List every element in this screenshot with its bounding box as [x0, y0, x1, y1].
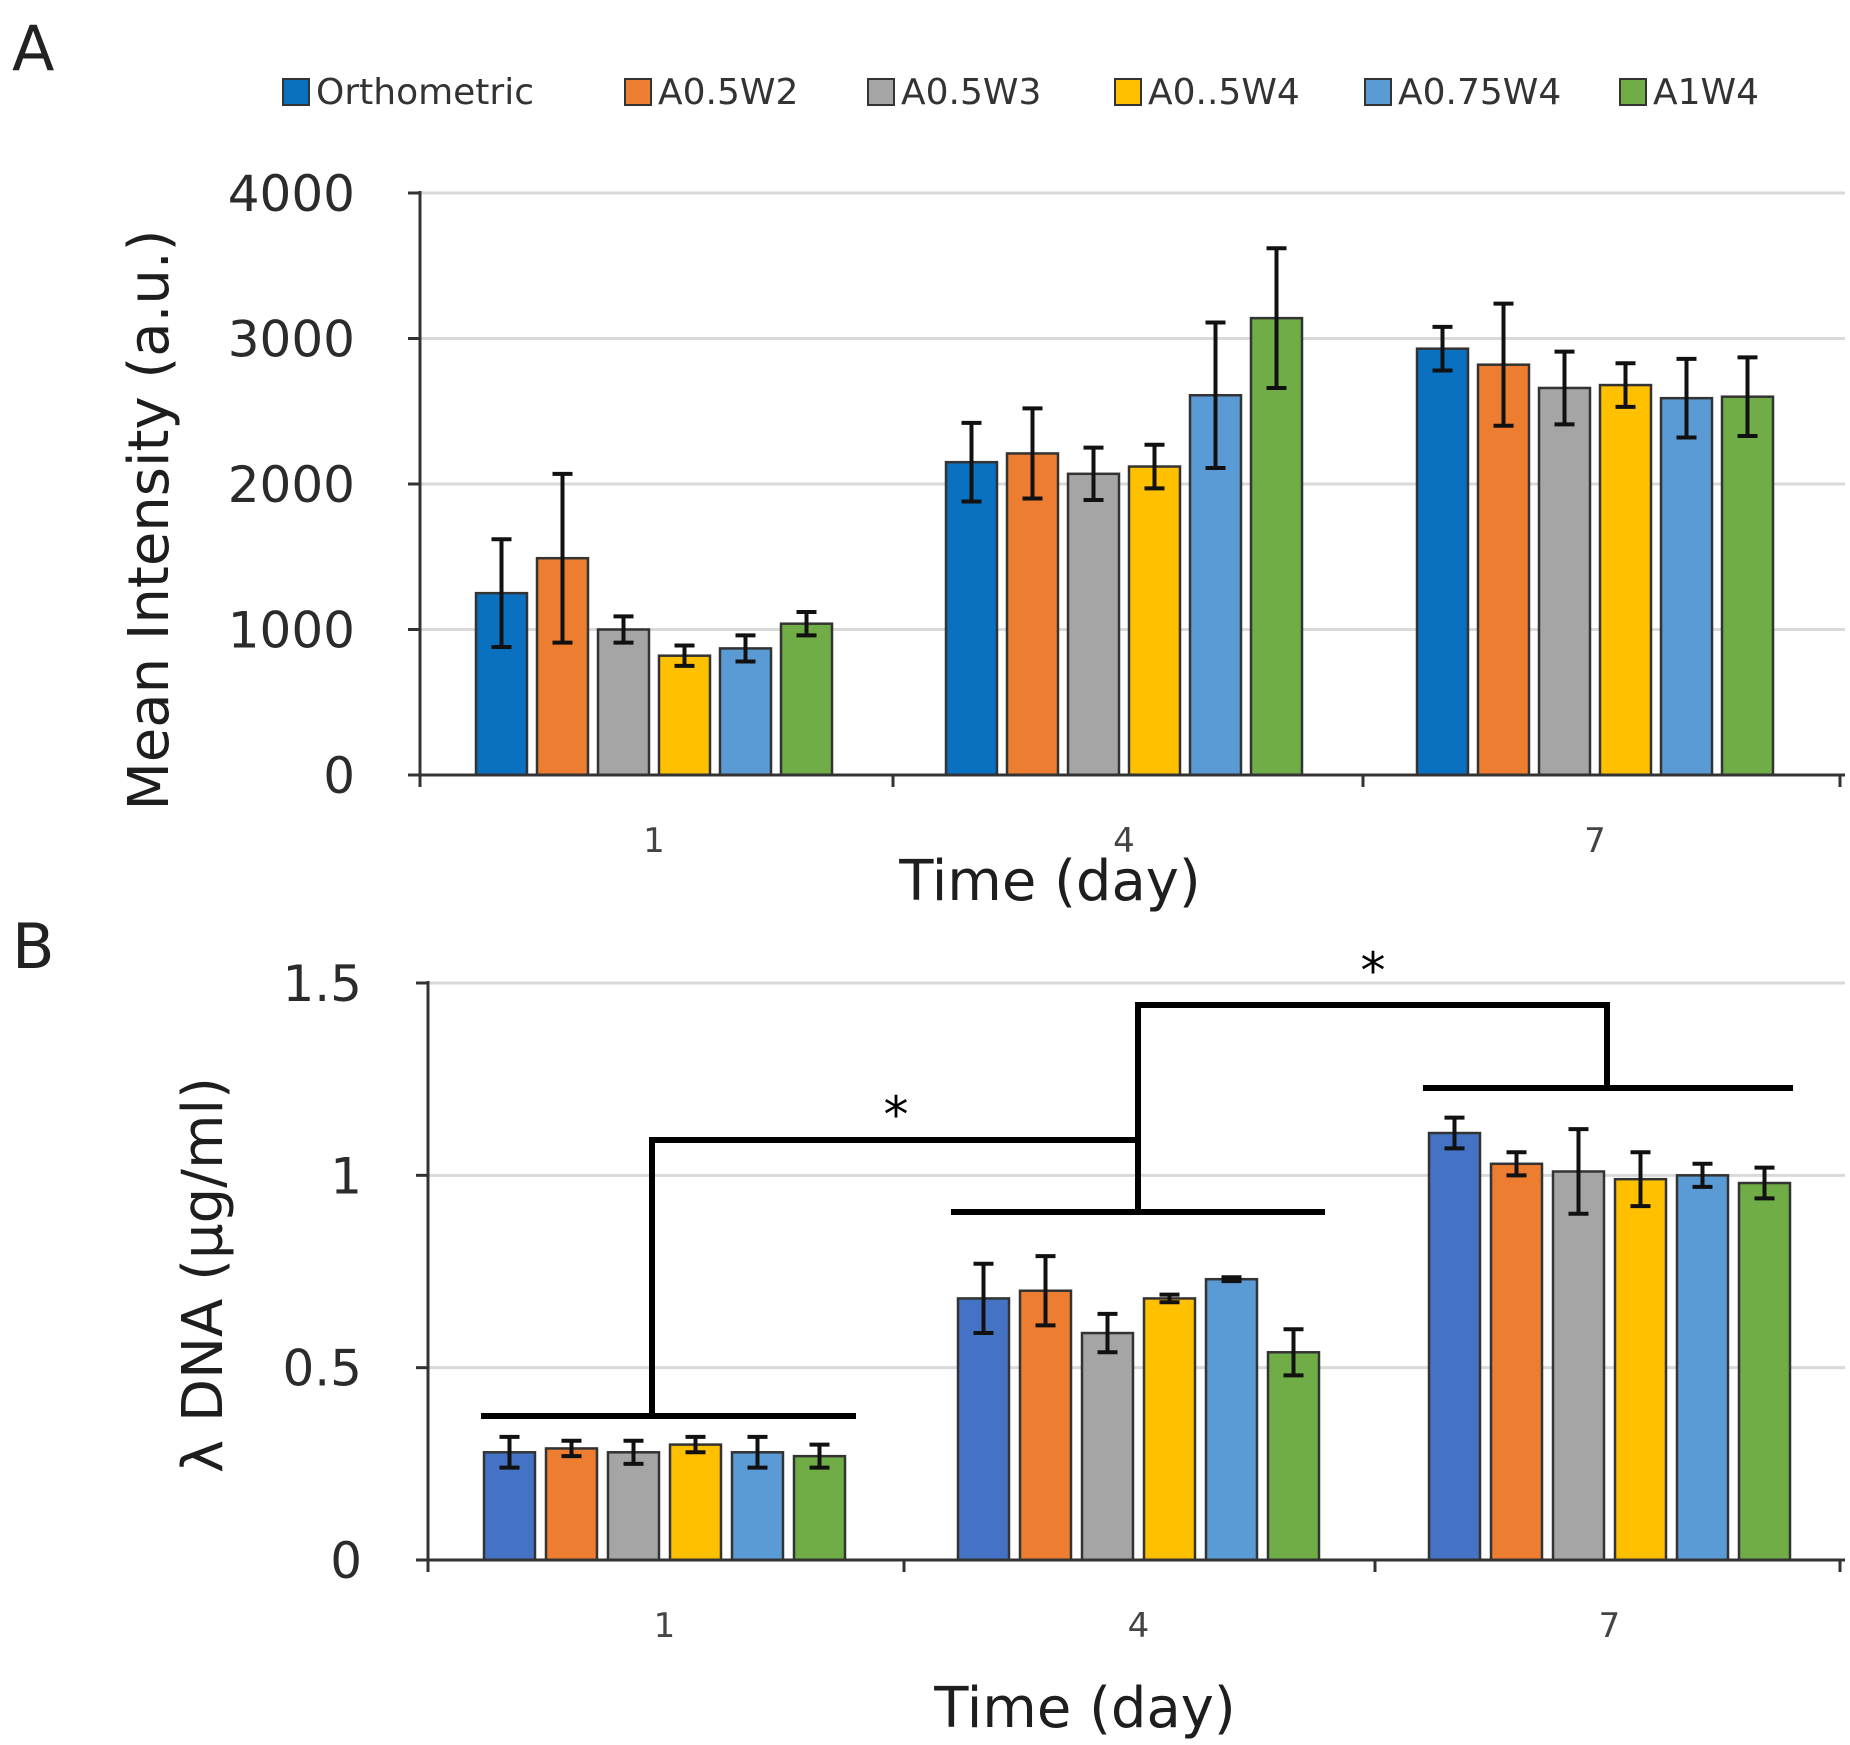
- y-tick-label: 0: [323, 747, 355, 805]
- x-tick-label: 7: [1584, 821, 1606, 861]
- bar-A0.75W4-day-4: [1204, 1277, 1259, 1562]
- bar-A0.5W3-day-7: [1537, 386, 1592, 777]
- bar-A0..5W4-day-7: [1598, 383, 1653, 777]
- significance-star: *: [884, 1086, 909, 1144]
- chart-a-tick-labels: 0 1000 2000 3000 4000 1 4 7: [228, 165, 1606, 861]
- x-tick-label: 1: [643, 821, 665, 861]
- bar-A1W4-day-7: [1720, 395, 1775, 777]
- bar-A0.5W2-day-4: [1005, 452, 1060, 777]
- bar-A0.75W4-day-7: [1675, 1174, 1730, 1562]
- chart-a-x-axis-title: Time (day): [898, 849, 1201, 914]
- bar-A1W4-day-7: [1737, 1181, 1792, 1562]
- bar-A1W4-day-4: [1249, 316, 1304, 777]
- bar-A1W4-day-4: [1266, 1351, 1321, 1562]
- chart-a-bars: [474, 246, 1775, 777]
- chart-b-significance: **: [481, 942, 1793, 1419]
- bar-A0.5W2-day-4: [1018, 1289, 1073, 1562]
- significance-star: *: [1361, 942, 1386, 1000]
- bar-Orthometric-day-7: [1427, 1131, 1482, 1562]
- bar-A0..5W4-day-4: [1127, 465, 1182, 777]
- legend-label-2: A0.5W3: [901, 72, 1041, 113]
- bar-A0.5W2-day-7: [1476, 363, 1531, 777]
- panel-label-b: B: [12, 910, 55, 983]
- bar-A0..5W4-day-7: [1613, 1177, 1668, 1562]
- chart-b-y-axis-title: λ DNA (µg/ml): [171, 1077, 236, 1473]
- bar-A1W4-day-1: [779, 622, 834, 777]
- chart-b-bars: [482, 1115, 1792, 1562]
- y-tick-label: 0.5: [282, 1340, 362, 1398]
- bar-A0..5W4-day-4: [1142, 1297, 1197, 1562]
- x-tick-label: 1: [654, 1606, 676, 1646]
- y-tick-label: 1.5: [282, 955, 362, 1013]
- legend-swatch-3: [1114, 78, 1142, 106]
- bar-A0.5W3-day-4: [1066, 472, 1121, 777]
- legend-label-3: A0..5W4: [1148, 72, 1300, 113]
- y-tick-label: 0: [330, 1532, 362, 1590]
- bar-A0.5W3-day-7: [1551, 1170, 1606, 1562]
- x-tick-label: 4: [1128, 1606, 1150, 1646]
- legend-label-5: A1W4: [1653, 72, 1759, 113]
- chart-b-x-axis-title: Time (day): [933, 1676, 1236, 1741]
- y-tick-label: 2000: [228, 456, 355, 514]
- chart-a-axes: [408, 191, 1845, 787]
- bar-Orthometric-day-4: [956, 1297, 1011, 1562]
- legend-label-4: A0.75W4: [1398, 72, 1561, 113]
- bar-A0.5W2-day-7: [1489, 1162, 1544, 1562]
- legend-swatch-4: [1364, 78, 1392, 106]
- bar-A0.5W3-day-4: [1080, 1331, 1135, 1562]
- bar-A0..5W4-day-1: [668, 1443, 723, 1562]
- chart-a-y-axis-title: Mean Intensity (a.u.): [117, 229, 182, 810]
- panel-label-a: A: [12, 12, 54, 85]
- bar-A0.5W3-day-1: [606, 1451, 661, 1562]
- y-tick-label: 1: [330, 1147, 362, 1205]
- y-tick-label: 3000: [228, 311, 355, 369]
- bar-A0.75W4-day-1: [718, 647, 773, 777]
- legend-swatch-1: [624, 78, 652, 106]
- chart-b-tick-labels: 0 0.5 1 1.5 1 4 7: [282, 955, 1620, 1646]
- x-tick-label: 7: [1599, 1606, 1621, 1646]
- legend-swatch-5: [1619, 78, 1647, 106]
- chart-a: 0 1000 2000 3000 4000 1 4 7 Time (day) Mean Int…: [117, 165, 1845, 914]
- y-tick-label: 4000: [228, 165, 355, 223]
- x-tick-label: 4: [1113, 821, 1135, 861]
- bar-Orthometric-day-4: [944, 460, 999, 777]
- bar-A0..5W4-day-1: [657, 654, 712, 777]
- legend: Orthometric A0.5W2 A0.5W3 A0..5W4 A0.75W4 A1W…: [282, 72, 1759, 113]
- legend-swatch-2: [867, 78, 895, 106]
- chart-b-axes: [416, 981, 1845, 1572]
- bar-A1W4-day-1: [792, 1454, 847, 1562]
- bar-Orthometric-day-7: [1415, 347, 1470, 777]
- chart-b: 00.511.51 4 7 ** Time (day) λ DNA (µg/ml): [171, 942, 1845, 1741]
- legend-swatch-0: [282, 78, 310, 106]
- y-tick-label: 1000: [228, 602, 355, 660]
- legend-label-0: Orthometric: [316, 72, 534, 113]
- bar-A0.75W4-day-7: [1659, 396, 1714, 777]
- bar-A0.5W2-day-1: [544, 1447, 599, 1562]
- bar-A0.5W3-day-1: [596, 628, 651, 777]
- legend-label-1: A0.5W2: [658, 72, 798, 113]
